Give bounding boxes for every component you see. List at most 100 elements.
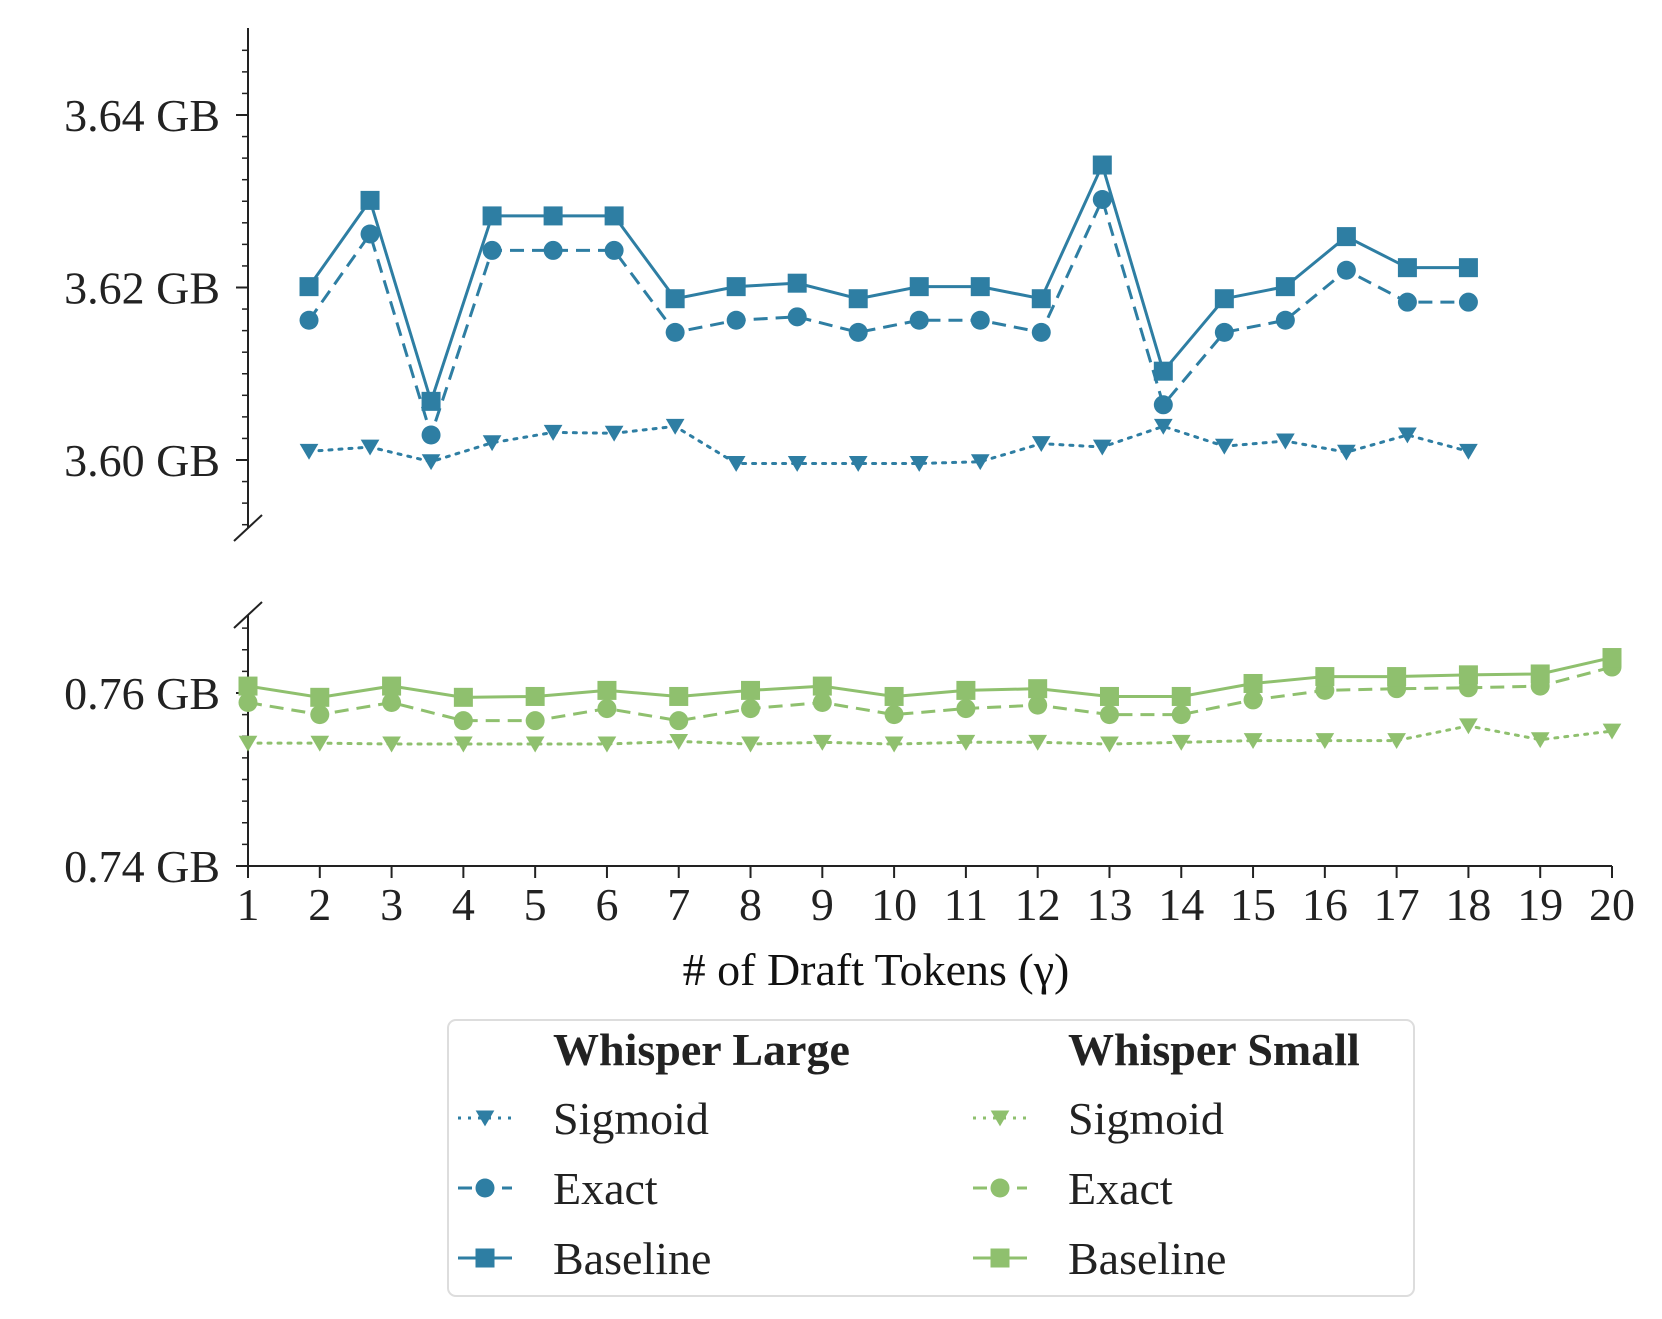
x-tick-label: 2	[308, 879, 331, 930]
x-tick-label: 20	[1589, 879, 1635, 930]
data-point	[909, 310, 929, 330]
data-point	[812, 734, 832, 751]
legend-marker	[990, 1248, 1010, 1268]
data-point	[382, 736, 401, 753]
data-point	[1243, 690, 1263, 710]
data-point	[1243, 673, 1263, 693]
data-point	[1031, 322, 1051, 342]
x-tick-label: 4	[452, 879, 475, 930]
data-point	[1153, 418, 1173, 435]
data-point	[1214, 438, 1234, 455]
data-point	[597, 699, 617, 719]
data-point	[310, 705, 330, 725]
data-point	[848, 289, 868, 309]
data-point	[1530, 732, 1550, 749]
data-point	[741, 736, 760, 753]
data-point	[1171, 734, 1191, 751]
data-point	[970, 310, 990, 330]
data-point	[1031, 436, 1051, 453]
data-point	[909, 277, 929, 297]
data-point	[525, 736, 545, 753]
data-point	[848, 455, 868, 472]
x-tick-label: 12	[1015, 879, 1061, 930]
data-point	[1153, 361, 1173, 381]
data-point	[421, 454, 441, 471]
data-point	[669, 733, 689, 750]
data-point	[604, 425, 624, 442]
data-point	[1397, 258, 1417, 278]
data-point	[597, 680, 617, 700]
data-point	[238, 676, 258, 696]
data-point	[970, 454, 990, 471]
series-line	[307, 424, 1470, 465]
data-point	[482, 435, 502, 452]
data-point	[543, 424, 563, 441]
data-point	[360, 439, 380, 456]
x-tick-label: 3	[380, 879, 403, 930]
data-point	[525, 686, 545, 706]
data-point	[1171, 686, 1191, 706]
data-point	[453, 711, 473, 731]
legend-marker	[475, 1248, 495, 1268]
data-point	[421, 391, 441, 411]
data-point	[1028, 679, 1048, 699]
legend-entry-label: Exact	[553, 1163, 658, 1214]
data-point	[665, 289, 685, 309]
data-point	[970, 277, 990, 297]
data-point	[299, 277, 319, 297]
legend-marker	[990, 1110, 1010, 1127]
series-line	[307, 195, 1469, 440]
data-point	[360, 224, 380, 244]
data-point	[453, 687, 473, 707]
lower-y-tick-label: 0.76 GB	[64, 668, 220, 719]
data-point	[1315, 667, 1335, 687]
x-axis-title: # of Draft Tokens (γ)	[683, 944, 1070, 995]
data-point	[812, 676, 832, 696]
data-point	[421, 425, 441, 445]
upper-y-tick-label: 3.64 GB	[64, 90, 220, 141]
data-point	[848, 322, 868, 342]
data-point	[1099, 686, 1119, 706]
data-point	[884, 705, 904, 725]
legend-entry-label: Baseline	[1068, 1233, 1226, 1284]
legend-entry-label: Baseline	[553, 1233, 711, 1284]
legend-marker	[475, 1178, 495, 1198]
data-point	[884, 686, 904, 706]
data-point	[1336, 227, 1356, 247]
data-point	[726, 310, 746, 330]
data-point	[382, 693, 402, 713]
data-point	[299, 310, 319, 330]
data-point	[1100, 736, 1119, 753]
x-tick-label: 17	[1374, 879, 1420, 930]
x-tick-label: 19	[1517, 879, 1563, 930]
data-point	[310, 687, 330, 707]
data-point	[1214, 289, 1234, 309]
data-point	[1092, 155, 1112, 175]
axis-break-mark-lower	[233, 601, 263, 629]
data-point	[1315, 733, 1335, 749]
x-tick-label: 7	[667, 879, 690, 930]
series-whisper-small-sigmoid	[238, 718, 1622, 753]
legend: Whisper Large Sigmoid Exact Baseline Whisper…	[447, 1019, 1415, 1297]
x-tick-label: 9	[811, 879, 834, 930]
data-point	[1337, 444, 1356, 461]
data-point	[1398, 427, 1417, 444]
data-point	[543, 240, 563, 260]
x-tick-label: 14	[1158, 879, 1204, 930]
data-point	[299, 443, 319, 460]
upper-y-tick-label: 3.60 GB	[64, 435, 220, 486]
data-point	[741, 699, 761, 719]
series-whisper-large-sigmoid	[299, 418, 1478, 472]
lower-panel-series	[238, 648, 1622, 753]
data-point	[1275, 310, 1295, 330]
data-point	[956, 734, 976, 751]
series-whisper-large-exact	[299, 190, 1478, 445]
x-tick-label: 1	[237, 879, 260, 930]
data-point	[543, 206, 563, 226]
series-whisper-small-baseline	[238, 648, 1622, 707]
data-point	[1458, 665, 1478, 685]
data-point	[310, 735, 330, 752]
data-point	[726, 455, 746, 472]
x-tick-label: 6	[595, 879, 618, 930]
data-point	[1397, 292, 1417, 312]
